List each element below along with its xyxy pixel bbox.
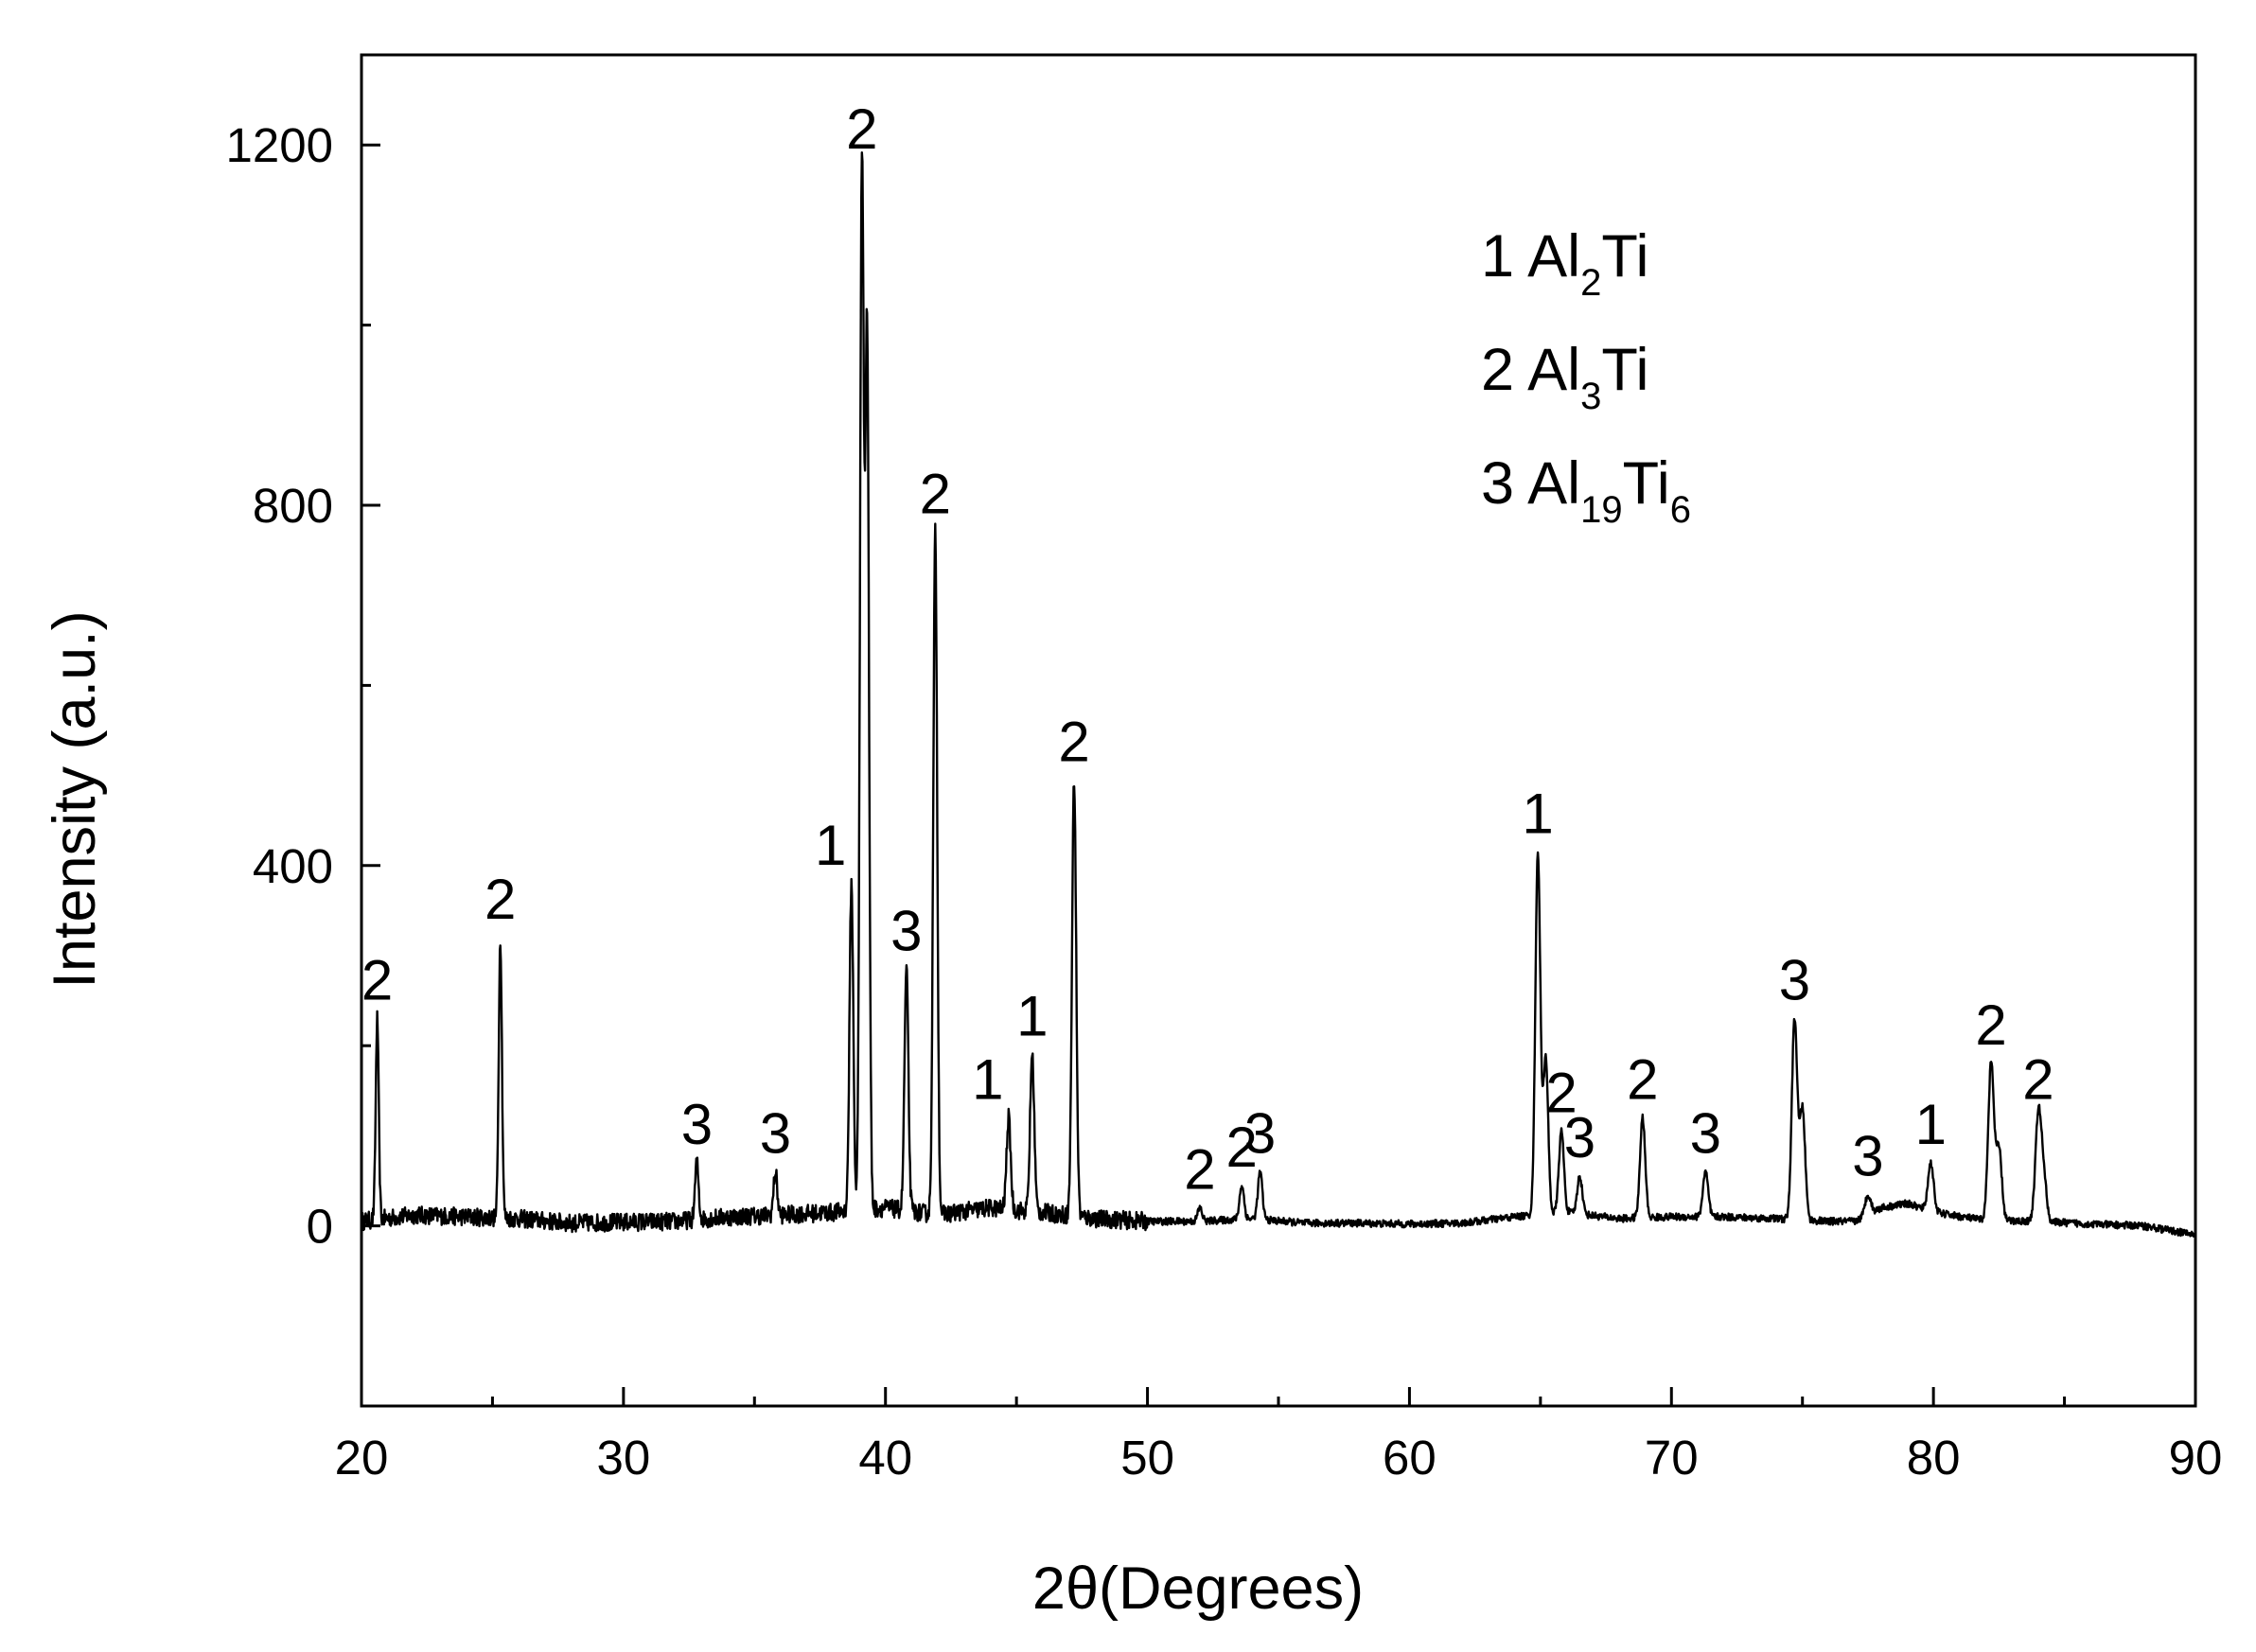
peak-label: 1 (815, 814, 846, 877)
peak-label: 1 (972, 1047, 1003, 1111)
peak-label: 2 (1975, 993, 2006, 1057)
legend-number: 1 (1481, 223, 1527, 290)
peak-label: 3 (1244, 1101, 1276, 1165)
legend-mid: Ti (1601, 337, 1648, 403)
peak-label: 3 (681, 1093, 713, 1156)
legend-base: Al (1527, 223, 1580, 290)
peak-label: 2 (1058, 710, 1089, 773)
peak-label: 3 (760, 1101, 791, 1165)
legend-entry: 2 Al3Ti (1481, 337, 1649, 417)
x-tick-label: 20 (335, 1431, 389, 1485)
peak-label: 2 (1226, 1116, 1258, 1179)
x-tick-label: 60 (1383, 1431, 1436, 1485)
y-tick-label: 800 (253, 479, 333, 533)
peak-label: 2 (1184, 1138, 1215, 1202)
x-tick-label: 90 (2169, 1431, 2223, 1485)
legend-mid: Ti (1623, 450, 1670, 517)
x-axis-title: 2θ(Degrees) (1032, 1555, 1364, 1622)
legend-base: Al (1527, 337, 1580, 403)
peak-label: 3 (1779, 949, 1810, 1012)
legend-number: 2 (1481, 337, 1527, 403)
y-tick-label: 1200 (226, 118, 333, 172)
peak-label: 1 (1915, 1093, 1947, 1156)
legend-sub2: 6 (1670, 489, 1691, 531)
peak-label: 3 (1564, 1106, 1595, 1169)
legend-sub1: 19 (1580, 489, 1623, 531)
peak-label: 2 (485, 868, 516, 931)
legend-entry: 3 Al19Ti6 (1481, 450, 1691, 531)
legend-mid: Ti (1601, 223, 1648, 290)
peak-label: 2 (361, 949, 393, 1012)
y-tick-label: 0 (307, 1200, 333, 1254)
x-axis: 20 30 40 50 60 70 80 90 (335, 1387, 2223, 1485)
legend-sub1: 3 (1580, 376, 1601, 417)
peak-label: 2 (1627, 1047, 1658, 1111)
peak-label: 2 (1545, 1062, 1577, 1125)
x-tick-label: 50 (1120, 1431, 1174, 1485)
legend-base: Al (1527, 450, 1580, 517)
legend-number: 3 (1481, 450, 1527, 517)
xrd-pattern-line (360, 151, 2196, 1238)
peak-label: 3 (890, 899, 922, 962)
y-axis: 0 400 800 1200 (226, 118, 380, 1408)
legend-sub1: 2 (1580, 262, 1601, 304)
x-tick-label: 80 (1907, 1431, 1961, 1485)
x-tick-label: 70 (1645, 1431, 1699, 1485)
plot-frame (360, 53, 2197, 1408)
peak-label: 1 (1522, 782, 1553, 846)
peak-label: 3 (1852, 1124, 1883, 1187)
peak-label: 2 (846, 97, 877, 161)
x-tick-label: 40 (858, 1431, 912, 1485)
peak-label: 3 (1690, 1101, 1721, 1165)
peak-label: 2 (2022, 1047, 2053, 1111)
y-tick-label: 400 (253, 839, 333, 893)
peak-label: 1 (1016, 985, 1048, 1048)
y-axis-title: Intensity (a.u.) (42, 610, 108, 988)
peak-label: 2 (920, 463, 951, 526)
legend-entry: 1 Al2Ti (1481, 223, 1649, 304)
x-tick-label: 30 (596, 1431, 650, 1485)
